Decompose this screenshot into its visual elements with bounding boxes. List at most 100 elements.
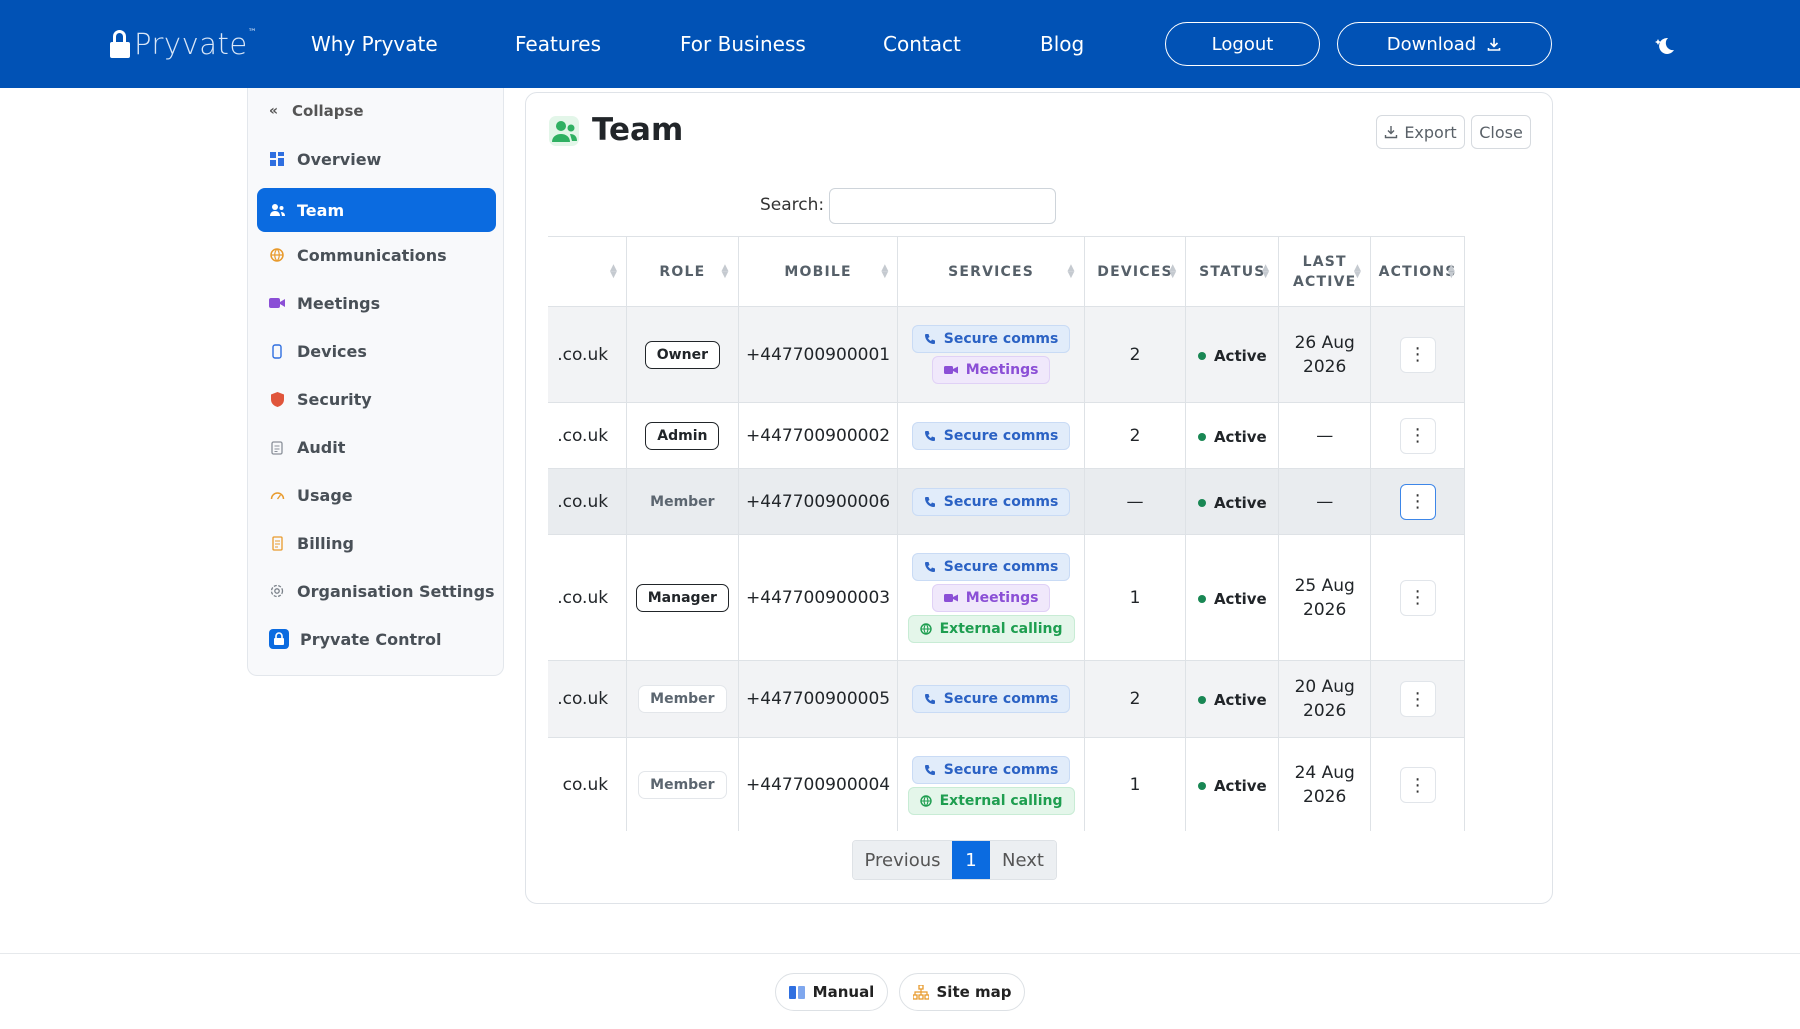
download-label: Download — [1386, 33, 1477, 55]
pryvate-logo[interactable]: Pryvate ™ — [110, 24, 257, 64]
cell-role: Member — [626, 660, 739, 738]
col-header-email[interactable]: ▲ ▼ — [548, 236, 628, 307]
service-badge: Secure comms — [911, 685, 1071, 713]
grid-icon — [269, 151, 285, 167]
globe-icon — [919, 622, 932, 635]
pagination-page-1[interactable]: 1 — [952, 841, 990, 879]
table-row: .co.uk Member +447700900005 Secure comms 2 Ac… — [548, 660, 1465, 738]
sidebar-item-pryvate-control[interactable]: Pryvate Control — [257, 617, 496, 661]
sidebar-item-meetings[interactable]: Meetings — [257, 281, 496, 325]
role-badge: Member — [638, 685, 727, 713]
team-table-scroll[interactable]: ▲ ▼ ROLE ▲ ▼ MOBILE ▲ ▼ SERVICES ▲ ▼ DEVICES ▲ ▼ … — [548, 236, 1531, 831]
sidebar-item-communications[interactable]: Communications — [257, 233, 496, 277]
sidebar-item-label: Security — [297, 389, 372, 409]
cell-last-active: 26 Aug 2026 — [1278, 306, 1372, 403]
col-header-services[interactable]: SERVICES ▲ ▼ — [897, 236, 1085, 307]
sidebar-collapse-button[interactable]: « Collapse — [269, 102, 364, 120]
row-actions-menu-button[interactable]: ⋮ — [1399, 417, 1436, 454]
video-icon — [269, 295, 285, 311]
nav-features[interactable]: Features — [515, 32, 601, 56]
row-actions-menu-button[interactable]: ⋮ — [1399, 767, 1436, 803]
export-button[interactable]: Export — [1376, 115, 1465, 149]
pagination-previous[interactable]: Previous — [853, 841, 952, 879]
collapse-label: Collapse — [292, 102, 364, 120]
sort-icon: ▲ ▼ — [721, 263, 730, 280]
cell-email: co.uk — [548, 737, 628, 831]
sidebar-item-label: Overview — [297, 149, 382, 169]
sidebar-item-team[interactable]: Team — [257, 188, 496, 232]
service-badge: External calling — [907, 786, 1075, 815]
manual-button[interactable]: Manual — [775, 973, 888, 1011]
nav-contact[interactable]: Contact — [883, 32, 961, 56]
col-header-devices[interactable]: DEVICES ▲ ▼ — [1083, 236, 1187, 307]
cell-devices: 2 — [1083, 306, 1187, 403]
role-badge: Owner — [644, 340, 720, 369]
sidebar-item-label: Pryvate Control — [300, 629, 442, 649]
col-header-actions[interactable]: ACTIONS ▲ ▼ — [1370, 236, 1465, 307]
cell-role: Owner — [626, 306, 739, 403]
cell-mobile: +447700900006 — [737, 468, 899, 535]
cell-email: .co.uk — [548, 306, 628, 403]
download-button[interactable]: Download — [1337, 22, 1552, 66]
role-badge: Member — [650, 493, 715, 510]
cell-role: Member — [626, 468, 739, 535]
cell-services: Secure comms Meetings External calling — [897, 534, 1085, 661]
download-icon — [1385, 126, 1398, 139]
status-dot-icon — [1197, 782, 1206, 790]
double-chevron-left-icon: « — [269, 103, 279, 119]
cell-status: Active — [1185, 660, 1280, 738]
pagination-next[interactable]: Next — [990, 841, 1056, 879]
row-actions-menu-button[interactable]: ⋮ — [1399, 336, 1436, 373]
video-icon — [943, 365, 958, 375]
role-badge: Member — [638, 771, 727, 799]
nav-why-pryvate[interactable]: Why Pryvate — [311, 32, 438, 56]
sidebar-item-organisation-settings[interactable]: Organisation Settings — [257, 569, 496, 613]
globe-icon — [919, 794, 932, 807]
cell-last-active: 25 Aug 2026 — [1278, 534, 1372, 661]
gauge-icon — [269, 487, 285, 503]
cell-status: Active — [1185, 306, 1280, 403]
search-input[interactable] — [829, 188, 1056, 224]
sidebar-item-devices[interactable]: Devices — [257, 329, 496, 373]
row-actions-menu-button[interactable]: ⋮ — [1399, 579, 1436, 616]
sidebar-item-usage[interactable]: Usage — [257, 473, 496, 517]
service-badge: Secure comms — [911, 325, 1071, 353]
logout-button[interactable]: Logout — [1165, 22, 1320, 66]
table-row: .co.uk Owner +447700900001 Secure comms Meet… — [548, 306, 1465, 403]
footer-divider — [0, 953, 1800, 954]
theme-toggle-moon-icon[interactable] — [1654, 35, 1676, 57]
close-button[interactable]: Close — [1471, 115, 1531, 149]
col-header-status[interactable]: STATUS ▲ ▼ — [1185, 236, 1280, 307]
sidebar-item-label: Audit — [297, 437, 346, 457]
nav-blog[interactable]: Blog — [1040, 32, 1085, 56]
sort-icon: ▲ ▼ — [1447, 263, 1456, 280]
table-row: co.uk Member +447700900004 Secure comms Exte… — [548, 737, 1465, 831]
sidebar-item-billing[interactable]: Billing — [257, 521, 496, 565]
cell-services: Secure comms — [897, 660, 1085, 738]
phone-call-icon — [924, 333, 936, 345]
phone-call-icon — [924, 693, 936, 705]
export-label: Export — [1404, 122, 1457, 142]
sidebar-item-audit[interactable]: Audit — [257, 425, 496, 469]
sidebar-item-overview[interactable]: Overview — [257, 137, 496, 181]
cell-mobile: +447700900003 — [737, 534, 899, 661]
status-dot-icon — [1197, 432, 1206, 441]
nav-for-business[interactable]: For Business — [680, 32, 806, 56]
team-table: ▲ ▼ ROLE ▲ ▼ MOBILE ▲ ▼ SERVICES ▲ ▼ DEVICES ▲ ▼ … — [548, 236, 1465, 831]
col-header-mobile[interactable]: MOBILE ▲ ▼ — [737, 236, 899, 307]
cell-last-active: 20 Aug 2026 — [1278, 660, 1372, 738]
status-badge: Active — [1197, 590, 1267, 608]
site-map-button[interactable]: Site map — [899, 973, 1025, 1011]
col-header-role[interactable]: ROLE ▲ ▼ — [626, 236, 739, 307]
logo-text: Pryvate — [134, 27, 248, 61]
status-badge: Active — [1197, 777, 1267, 795]
row-actions-menu-button[interactable]: ⋮ — [1399, 483, 1436, 520]
sidebar-item-label: Communications — [297, 245, 447, 265]
col-header-last-active[interactable]: LAST ACTIVE ▲ ▼ — [1278, 236, 1372, 307]
service-badge: Secure comms — [911, 421, 1071, 450]
sidebar-item-security[interactable]: Security — [257, 377, 496, 421]
video-icon — [943, 593, 958, 603]
cell-services: Secure comms — [897, 402, 1085, 469]
cell-email: .co.uk — [548, 468, 628, 535]
row-actions-menu-button[interactable]: ⋮ — [1399, 681, 1436, 717]
